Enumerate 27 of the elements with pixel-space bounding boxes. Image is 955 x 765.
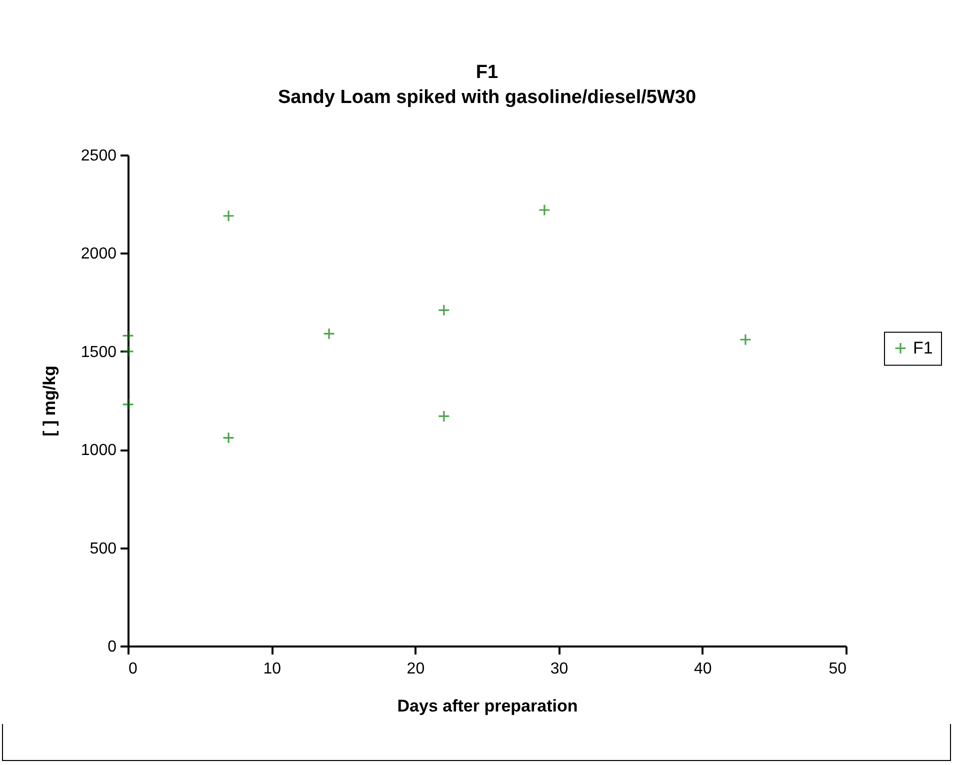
x-tick-label: 0 (128, 660, 138, 678)
x-tick-label: 40 (694, 660, 712, 678)
y-tick-label: 500 (90, 540, 117, 558)
x-tick-label: 50 (828, 660, 847, 678)
y-tick-label: 2000 (80, 246, 117, 263)
point (438, 410, 450, 422)
point (222, 210, 235, 222)
y-axis-title: [ ] mg/kg (40, 366, 59, 436)
point (122, 330, 134, 342)
point (122, 345, 134, 358)
y-tick-label: 2500 (80, 148, 117, 164)
point (122, 398, 134, 410)
point (322, 328, 336, 340)
y-tick-label: 0 (108, 638, 117, 656)
legend-label: F1 (913, 338, 933, 358)
y-tick-label: 1000 (80, 442, 117, 460)
chart-subtitle: Sandy Loam spiked with gasoline/diesel/5W30 (278, 87, 696, 108)
point (222, 432, 235, 444)
x-tick-label: 10 (263, 660, 282, 678)
x-tick-label: 20 (406, 660, 425, 678)
point (538, 204, 550, 216)
y-tick-label: 1500 (80, 344, 117, 361)
point (739, 334, 752, 346)
x-axis-title: Days after preparation (397, 696, 578, 716)
x-tick-label: 30 (550, 660, 568, 678)
point (438, 304, 450, 316)
chart-title: F1 (476, 62, 499, 83)
